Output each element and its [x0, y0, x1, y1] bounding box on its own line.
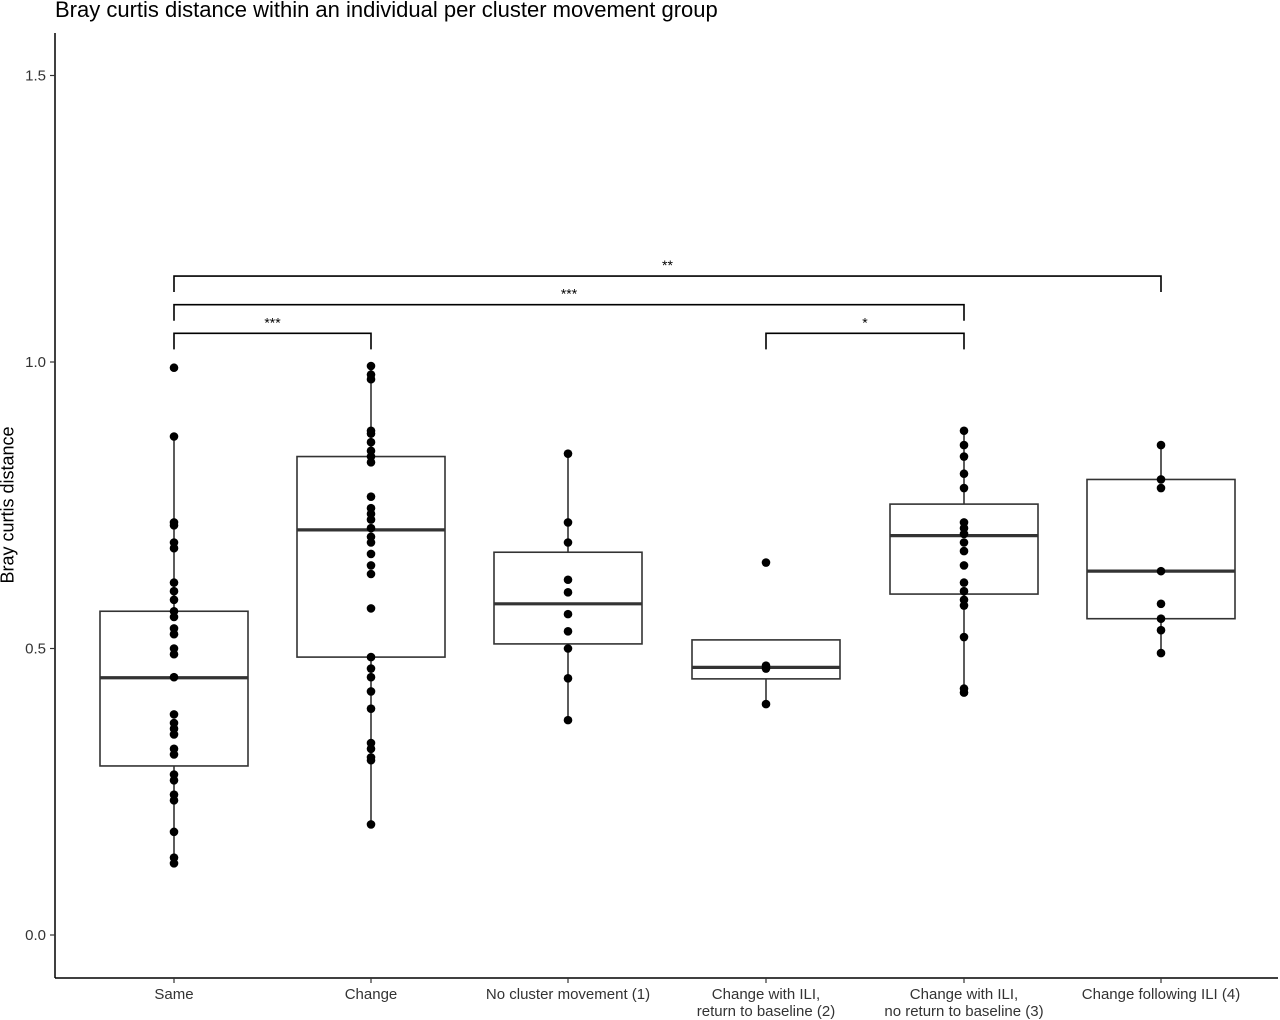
significance-bracket — [765, 332, 965, 350]
significance-label: ** — [662, 257, 673, 273]
data-point — [1156, 648, 1166, 658]
data-point — [366, 457, 376, 467]
data-point — [169, 578, 179, 587]
data-point — [959, 440, 969, 450]
data-point — [1156, 599, 1166, 609]
data-point — [366, 538, 376, 547]
data-point — [1156, 475, 1166, 484]
data-point — [366, 569, 376, 579]
data-point — [563, 575, 573, 585]
data-point — [959, 688, 969, 697]
data-point — [959, 483, 969, 493]
data-point — [169, 827, 179, 837]
data-point — [959, 578, 969, 587]
significance-label: *** — [264, 314, 281, 330]
data-point — [169, 775, 179, 785]
data-point — [366, 374, 376, 384]
data-point — [563, 588, 573, 597]
data-point — [563, 644, 573, 653]
data-point — [563, 627, 573, 636]
x-tick-label: No cluster movement (1) — [486, 986, 650, 1003]
data-point — [169, 521, 179, 530]
data-point — [959, 469, 969, 479]
y-tick-label: 1.0 — [25, 354, 46, 371]
data-point — [366, 687, 376, 696]
x-tick-label: return to baseline (2) — [697, 1003, 835, 1020]
data-point — [959, 632, 969, 642]
data-point — [366, 492, 376, 501]
y-tick-label: 0.0 — [25, 927, 46, 944]
data-point — [366, 361, 376, 371]
data-point — [169, 612, 179, 622]
data-point — [169, 649, 179, 659]
data-point — [366, 515, 376, 524]
x-tick-label: Change with ILI, — [712, 986, 820, 1003]
data-point — [366, 437, 376, 447]
x-tick-label: no return to baseline (3) — [884, 1003, 1043, 1020]
data-point — [366, 820, 376, 829]
data-point — [366, 429, 376, 438]
data-point — [959, 426, 969, 436]
x-tick-label: Change following ILI (4) — [1082, 986, 1240, 1003]
y-tick-label: 0.5 — [25, 641, 46, 658]
significance-bracket — [173, 275, 1162, 293]
data-point — [761, 558, 771, 567]
box — [1086, 478, 1236, 620]
data-point — [169, 432, 179, 441]
data-point — [1156, 566, 1166, 576]
data-point — [563, 449, 573, 458]
data-point — [366, 604, 376, 613]
data-point — [169, 586, 179, 596]
data-point — [563, 609, 573, 619]
significance-bracket — [173, 303, 965, 321]
data-point — [563, 715, 573, 725]
data-point — [169, 750, 179, 759]
data-point — [563, 673, 573, 683]
data-point — [959, 452, 969, 461]
data-point — [366, 704, 376, 713]
data-point — [1156, 483, 1166, 493]
significance-label: *** — [561, 286, 578, 302]
data-point — [366, 672, 376, 682]
data-point — [169, 796, 179, 805]
box — [691, 639, 841, 680]
data-point — [169, 730, 179, 739]
x-tick-label: Change with ILI, — [910, 986, 1018, 1003]
data-point — [761, 699, 771, 709]
y-tick-label: 1.5 — [25, 68, 46, 85]
data-point — [169, 672, 179, 682]
x-tick-label: Same — [154, 986, 193, 1003]
data-point — [366, 664, 376, 673]
data-point — [169, 629, 179, 639]
data-point — [366, 523, 376, 533]
data-point — [366, 561, 376, 570]
x-tick-label: Change — [345, 986, 398, 1003]
data-point — [169, 543, 179, 553]
data-point — [959, 601, 969, 610]
data-point — [563, 518, 573, 527]
data-point — [169, 710, 179, 719]
data-point — [1156, 614, 1166, 624]
significance-label: * — [862, 314, 868, 330]
data-point — [959, 538, 969, 547]
data-point — [1156, 440, 1166, 450]
data-point — [563, 538, 573, 547]
chart-title: Bray curtis distance within an individua… — [55, 0, 718, 22]
data-point — [1156, 625, 1166, 635]
data-point — [366, 755, 376, 765]
data-point — [366, 652, 376, 662]
data-point — [169, 595, 179, 605]
data-point — [761, 664, 771, 673]
significance-bracket — [173, 332, 372, 350]
data-point — [169, 363, 179, 373]
data-point — [169, 859, 179, 868]
data-point — [959, 561, 969, 570]
data-point — [959, 546, 969, 556]
data-point — [366, 744, 376, 754]
data-point — [366, 549, 376, 559]
data-point — [959, 586, 969, 596]
data-point — [959, 529, 969, 539]
